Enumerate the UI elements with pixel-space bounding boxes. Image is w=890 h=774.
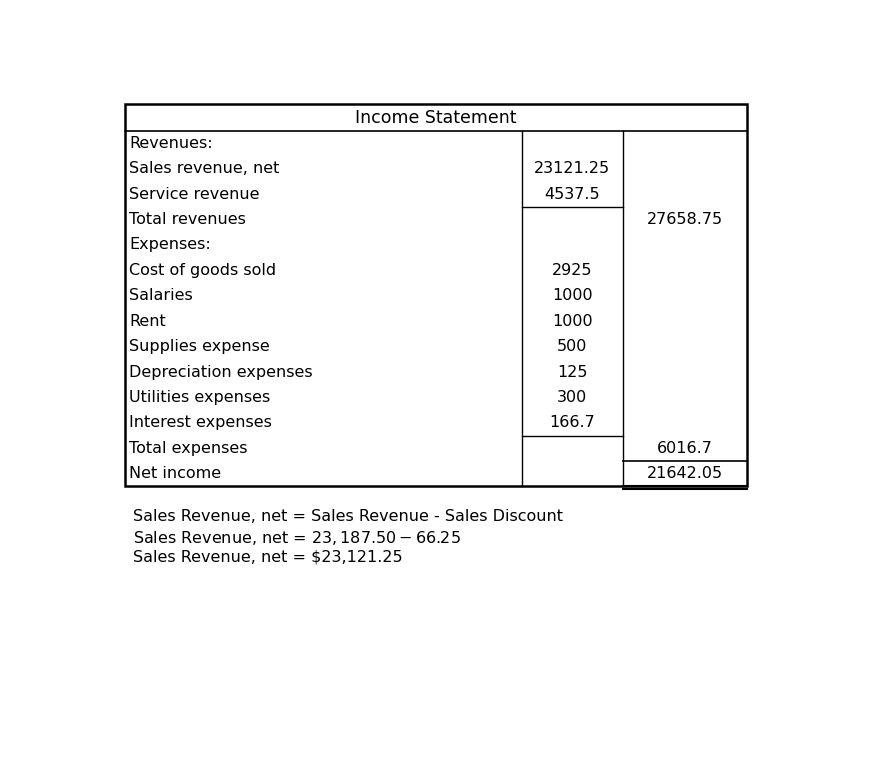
Text: Sales revenue, net: Sales revenue, net <box>129 161 279 176</box>
Text: 1000: 1000 <box>552 288 593 303</box>
Text: Interest expenses: Interest expenses <box>129 416 272 430</box>
Text: Depreciation expenses: Depreciation expenses <box>129 365 312 379</box>
Text: Revenues:: Revenues: <box>129 135 213 151</box>
Text: Net income: Net income <box>129 466 222 481</box>
Text: Sales Revenue, net = $23,121.25: Sales Revenue, net = $23,121.25 <box>133 550 402 564</box>
Text: 300: 300 <box>557 390 587 405</box>
Text: 23121.25: 23121.25 <box>534 161 611 176</box>
Text: Sales Revenue, net = $23,187.50 - $66.25: Sales Revenue, net = $23,187.50 - $66.25 <box>133 529 461 547</box>
Text: 500: 500 <box>557 339 587 354</box>
Text: 27658.75: 27658.75 <box>647 212 723 227</box>
Text: 1000: 1000 <box>552 313 593 329</box>
Text: Total expenses: Total expenses <box>129 440 247 456</box>
Text: 166.7: 166.7 <box>549 416 595 430</box>
Text: 2925: 2925 <box>552 263 593 278</box>
Text: Cost of goods sold: Cost of goods sold <box>129 263 276 278</box>
Text: Rent: Rent <box>129 313 166 329</box>
Text: 21642.05: 21642.05 <box>647 466 723 481</box>
Text: Service revenue: Service revenue <box>129 187 260 202</box>
Text: 125: 125 <box>557 365 587 379</box>
Text: Utilities expenses: Utilities expenses <box>129 390 271 405</box>
Text: 6016.7: 6016.7 <box>657 440 713 456</box>
Text: Sales Revenue, net = Sales Revenue - Sales Discount: Sales Revenue, net = Sales Revenue - Sal… <box>133 509 563 525</box>
Bar <box>125 104 747 486</box>
Text: Supplies expense: Supplies expense <box>129 339 270 354</box>
Text: Salaries: Salaries <box>129 288 193 303</box>
Text: Income Statement: Income Statement <box>355 108 517 126</box>
Text: Total revenues: Total revenues <box>129 212 246 227</box>
Text: Expenses:: Expenses: <box>129 238 211 252</box>
Text: 4537.5: 4537.5 <box>545 187 600 202</box>
